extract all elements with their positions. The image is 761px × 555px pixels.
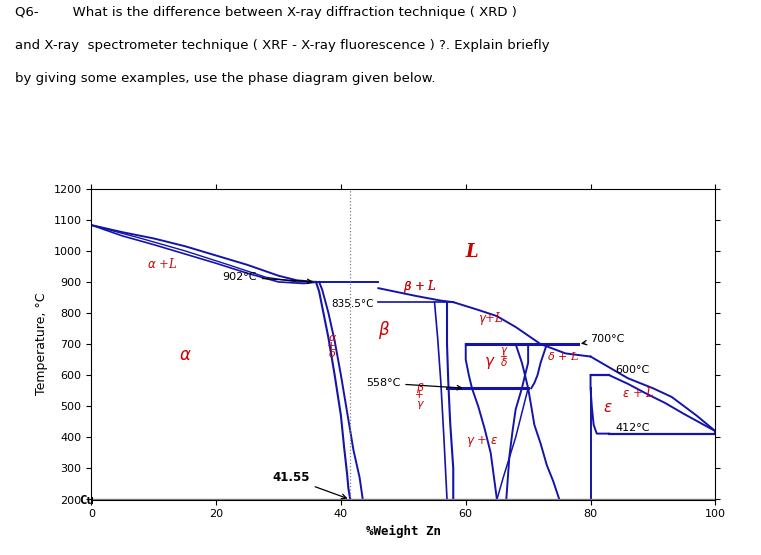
Text: $\beta$ + L: $\beta$ + L [403, 278, 438, 295]
Text: +: + [415, 391, 423, 401]
Text: $\delta$ + L: $\delta$ + L [547, 350, 579, 362]
Text: 835.5°C: 835.5°C [332, 299, 374, 309]
Text: $\gamma$: $\gamma$ [485, 355, 496, 371]
Y-axis label: Temperature, °C: Temperature, °C [35, 293, 48, 395]
Text: $\varepsilon$ + L: $\varepsilon$ + L [622, 386, 654, 400]
Text: $\alpha$ +L: $\alpha$ +L [148, 257, 178, 271]
Text: $\beta$: $\beta$ [416, 381, 425, 395]
Text: Q6-        What is the difference between X-ray diffraction technique ( XRD ): Q6- What is the difference between X-ray… [15, 6, 517, 18]
Text: $\delta$: $\delta$ [500, 356, 508, 369]
Text: 412°C: 412°C [616, 423, 650, 433]
Text: and X-ray  spectrometer technique ( XRF - X-ray fluorescence ) ?. Explain briefl: and X-ray spectrometer technique ( XRF -… [15, 39, 550, 52]
Text: $\delta$: $\delta$ [329, 347, 336, 360]
Text: 600°C: 600°C [616, 365, 650, 375]
X-axis label: %Weight Zn: %Weight Zn [366, 525, 441, 538]
Text: $\gamma$: $\gamma$ [416, 399, 425, 411]
Text: by giving some examples, use the phase diagram given below.: by giving some examples, use the phase d… [15, 72, 436, 85]
Text: +: + [327, 341, 336, 351]
Text: 902°C: 902°C [222, 272, 312, 284]
Text: $\gamma$ + $\varepsilon$: $\gamma$ + $\varepsilon$ [466, 433, 498, 448]
Text: $\gamma$+L: $\gamma$+L [478, 310, 504, 327]
Text: $\alpha$: $\alpha$ [329, 333, 338, 343]
Text: $\beta$: $\beta$ [378, 319, 390, 341]
Text: $\varepsilon$: $\varepsilon$ [603, 401, 613, 416]
Text: 558°C: 558°C [366, 378, 462, 390]
Text: 700°C: 700°C [582, 334, 625, 345]
Text: L: L [466, 243, 479, 261]
Text: 41.55: 41.55 [272, 472, 346, 499]
Text: +: + [498, 352, 507, 362]
Text: Cu: Cu [79, 494, 94, 507]
Text: $\gamma$: $\gamma$ [500, 345, 508, 357]
Text: $\beta$ + L: $\beta$ + L [403, 278, 438, 295]
Text: $\alpha$: $\alpha$ [179, 347, 192, 364]
